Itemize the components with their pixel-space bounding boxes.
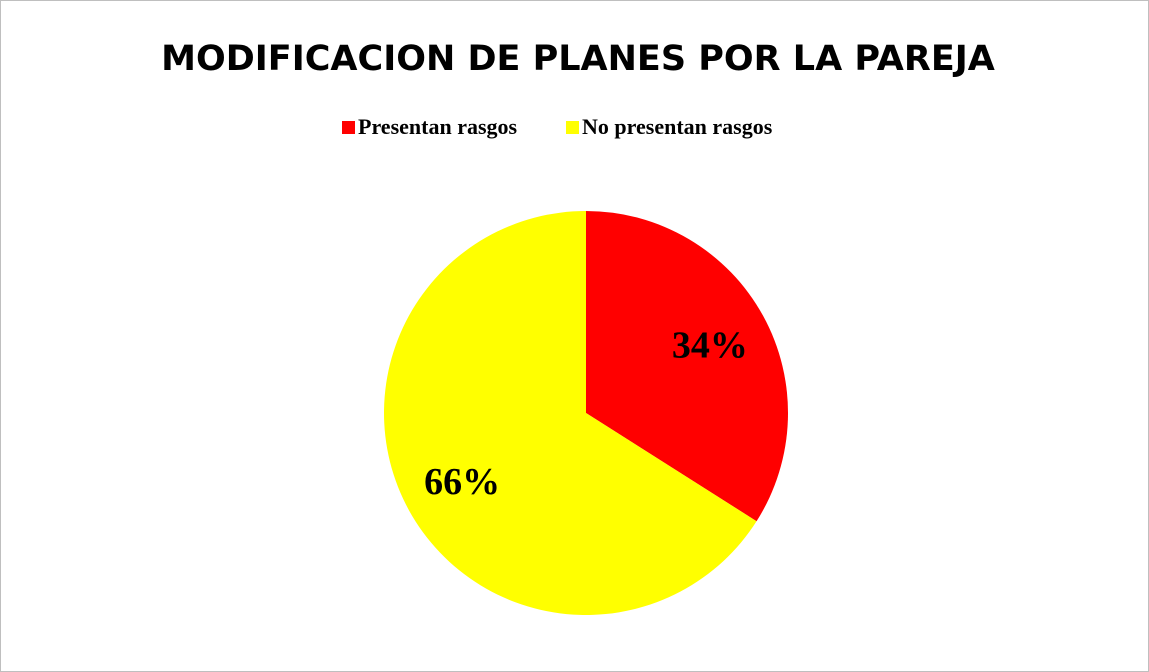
legend-label: Presentan rasgos [358,114,518,139]
pie-slice [383,211,757,616]
legend-swatch [342,121,355,134]
data-label: 34% [672,325,748,367]
pie-slice [586,211,788,522]
legend-swatch [566,121,579,134]
chart-title: MODIFICACION DE PLANES POR LA PAREJA [161,39,995,79]
legend-label: No presentan rasgos [582,114,773,139]
data-label: 66% [424,461,500,503]
